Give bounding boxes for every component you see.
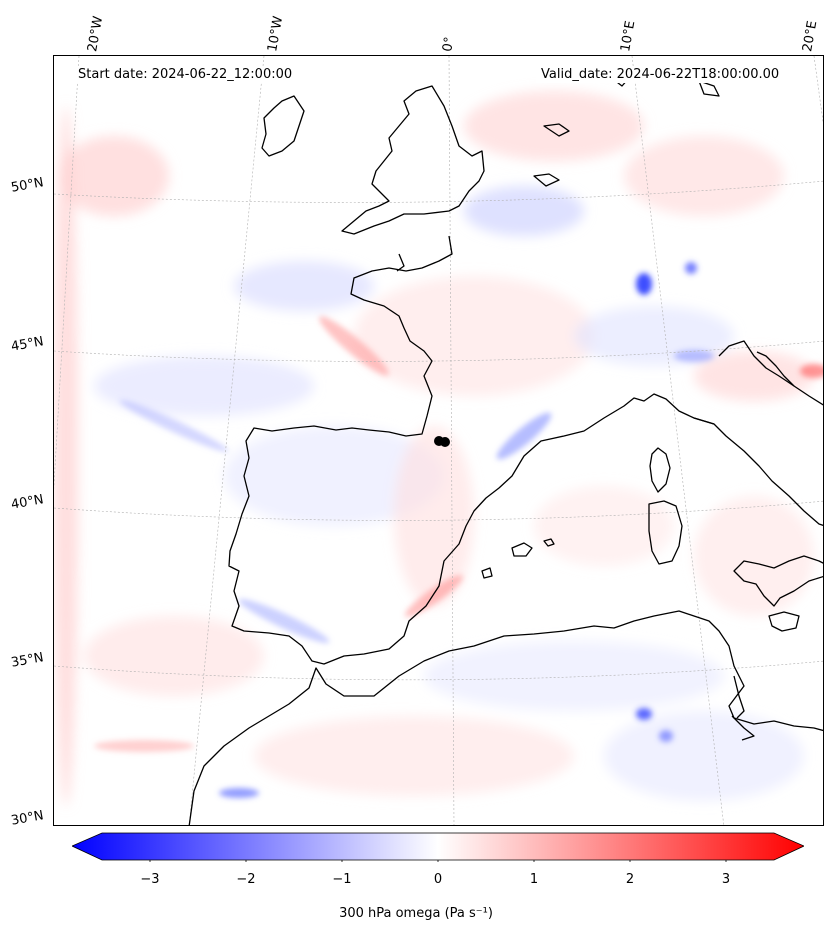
- map-panel: [53, 55, 824, 826]
- lon-label-10e: 10°E: [618, 19, 639, 54]
- colorbar-tick-label: 0: [433, 872, 443, 887]
- colorbar-tick-label: 3: [721, 872, 731, 887]
- lat-label-50n: 50°N: [9, 175, 45, 196]
- lon-label-10w: 10°W: [265, 15, 287, 54]
- location-marker: [434, 436, 450, 447]
- coastlines: [188, 75, 823, 825]
- colorbar-tick-label: −2: [236, 872, 256, 887]
- omega-field-strong: [94, 262, 823, 798]
- colorbar: [72, 832, 804, 862]
- lon-label-0: 0°: [440, 35, 458, 53]
- lat-label-35n: 35°N: [9, 650, 45, 671]
- graticule: [54, 56, 823, 825]
- lat-label-30n: 30°N: [9, 808, 45, 829]
- lat-label-40n: 40°N: [9, 492, 45, 513]
- colorbar-tick-label: 2: [625, 872, 635, 887]
- start-date-label: Start date: 2024-06-22_12:00:00: [73, 66, 298, 83]
- valid-date-label: Valid_date: 2024-06-22T18:00:00.00: [536, 66, 785, 83]
- lat-label-45n: 45°N: [9, 334, 45, 355]
- lon-label-20e: 20°E: [800, 19, 821, 54]
- colorbar-title: 300 hPa omega (Pa s⁻¹): [339, 906, 493, 921]
- colorbar-gradient: [72, 832, 804, 861]
- lon-label-20w: 20°W: [85, 15, 107, 54]
- colorbar-tick-label: 1: [529, 872, 539, 887]
- colorbar-tick-label: −1: [332, 872, 352, 887]
- omega-field-map: [54, 56, 823, 825]
- colorbar-tick-label: −3: [140, 872, 160, 887]
- omega-field: [54, 91, 814, 806]
